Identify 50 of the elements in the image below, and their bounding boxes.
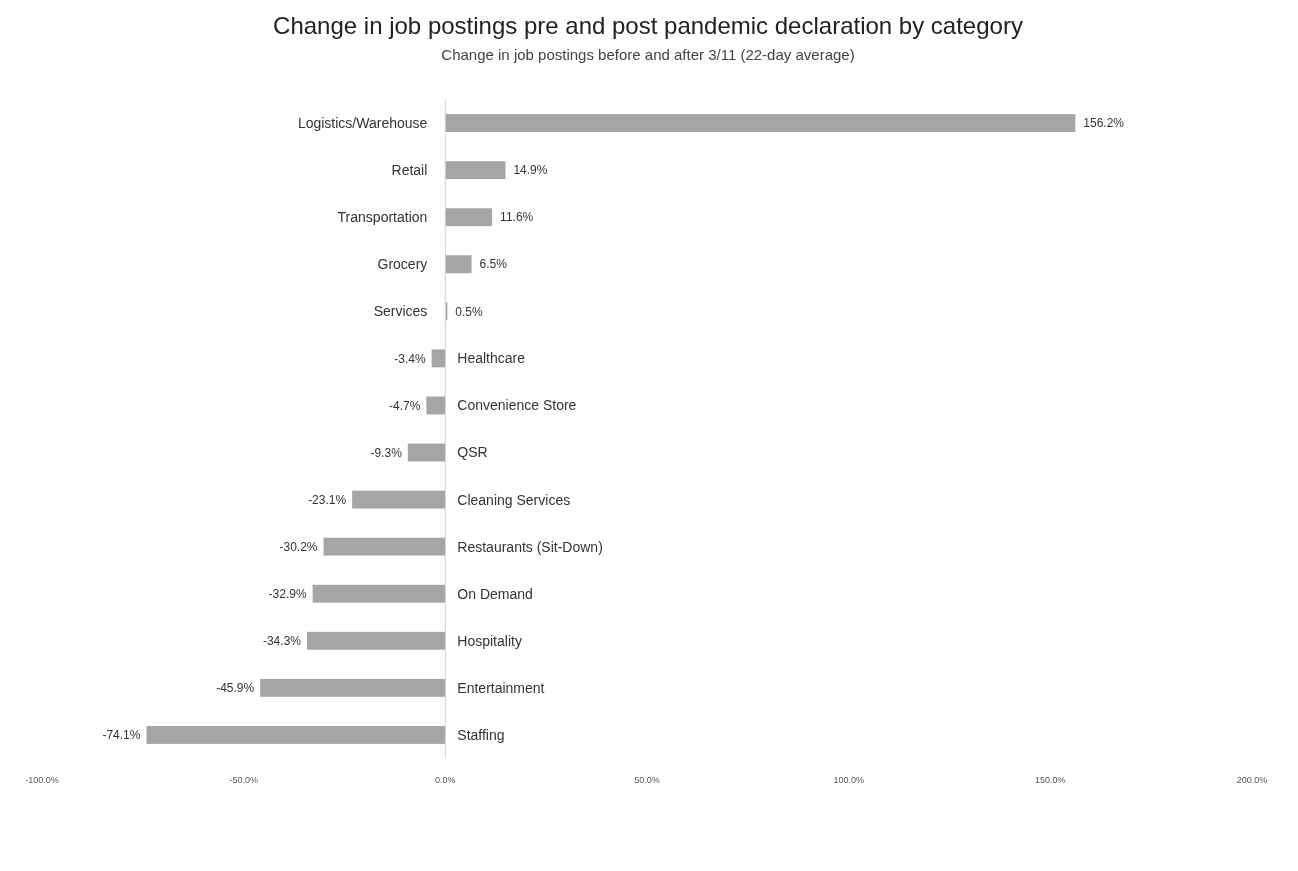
y-tick-label: Retail [391, 162, 428, 179]
y-tick-label: QSR [457, 444, 488, 461]
bar [407, 443, 446, 462]
bar [352, 490, 446, 509]
x-tick-label: -50.0% [229, 775, 258, 786]
y-tick-label: Hospitality [457, 632, 522, 649]
data-label: 6.5% [479, 257, 508, 272]
y-tick-label: Logistics/Warehouse [297, 114, 428, 131]
x-tick-label: 0.0% [435, 775, 456, 786]
x-tick-label: 100.0% [833, 775, 864, 786]
bar [445, 161, 506, 180]
x-tick-label: -100.0% [25, 775, 59, 786]
bar [260, 678, 446, 697]
bar [445, 114, 1076, 133]
y-tick-label: Staffing [457, 726, 505, 743]
y-tick-label: On Demand [457, 585, 533, 602]
bar [312, 584, 446, 603]
y-tick-label: Entertainment [457, 679, 545, 696]
data-label: -23.1% [308, 492, 347, 507]
bar [146, 725, 446, 744]
data-label: -74.1% [102, 728, 141, 743]
y-tick-label: Cleaning Services [457, 491, 571, 508]
y-tick-label: Convenience Store [457, 397, 577, 414]
bar [426, 396, 446, 415]
bar [323, 537, 446, 556]
data-label: -34.3% [262, 634, 302, 648]
data-label: 11.6% [500, 210, 534, 225]
data-label: 156.2% [1083, 116, 1125, 131]
data-label: -32.9% [268, 586, 307, 601]
data-label: -45.9% [216, 681, 255, 696]
y-tick-label: Transportation [337, 209, 428, 226]
y-tick-label: Grocery [377, 256, 428, 273]
data-label: -9.3% [370, 445, 403, 460]
bar [306, 631, 446, 650]
bar [445, 208, 493, 227]
data-label: -3.4% [394, 351, 426, 366]
chart-subtitle: Change in job postings before and after 3/11 (22-day average) [441, 46, 855, 63]
bar [445, 255, 472, 274]
y-tick-label: Restaurants (Sit-Down) [457, 538, 603, 555]
data-label: -30.2% [279, 539, 318, 554]
data-label: 0.5% [455, 304, 484, 319]
x-tick-label: 50.0% [634, 775, 660, 786]
bar [431, 349, 446, 368]
chart-title: Change in job postings pre and post pandemic declaration by category [273, 12, 1023, 39]
data-label: 14.9% [513, 163, 548, 178]
data-label: -4.7% [389, 398, 421, 413]
x-tick-label: 200.0% [1236, 775, 1268, 786]
y-tick-label: Services [373, 303, 428, 320]
y-tick-label: Healthcare [457, 350, 526, 367]
x-tick-label: 150.0% [1035, 775, 1066, 786]
